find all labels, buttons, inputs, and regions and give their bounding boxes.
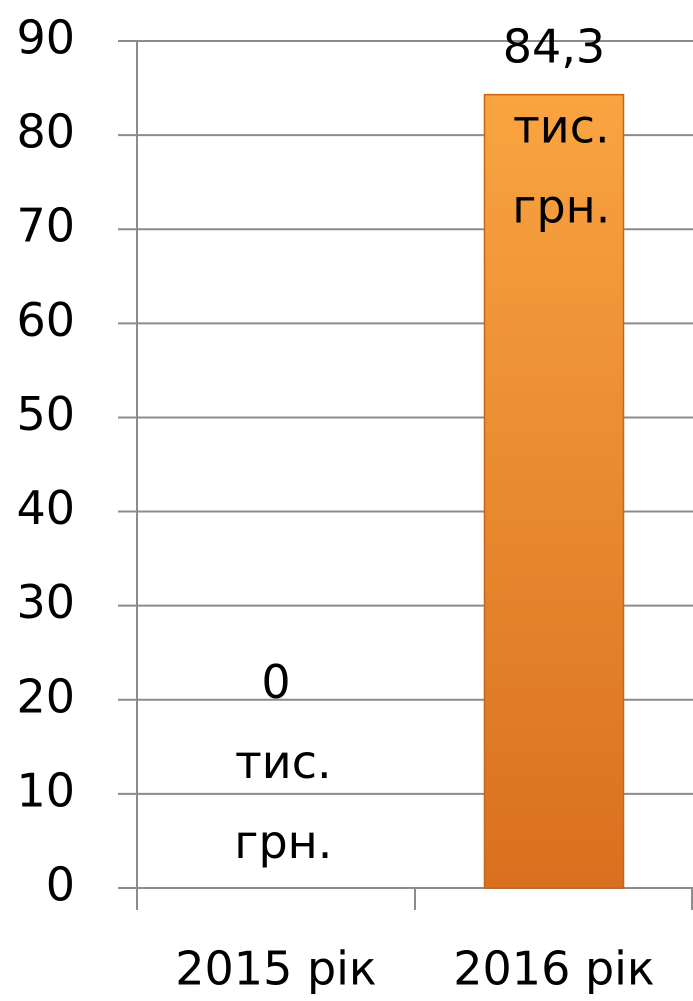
data-label: 0 тис. грн.: [220, 655, 333, 869]
y-tick-label: 90: [16, 11, 75, 65]
y-tick-label: 20: [16, 669, 75, 723]
bar: [483, 93, 625, 889]
y-tick-label: 0: [46, 858, 75, 912]
x-tick-label: 2016 рік: [453, 942, 654, 996]
y-tick-label: 50: [16, 387, 75, 441]
y-tick-label: 10: [16, 763, 75, 817]
data-label: 84,3 тис. грн.: [498, 19, 611, 233]
y-tick-label: 30: [16, 575, 75, 629]
y-tick-label: 80: [16, 105, 75, 159]
y-tick-label: 60: [16, 293, 75, 347]
y-tick-label: 40: [16, 481, 75, 535]
y-tick-label: 70: [16, 199, 75, 253]
x-tick-label: 2015 рік: [175, 942, 376, 996]
